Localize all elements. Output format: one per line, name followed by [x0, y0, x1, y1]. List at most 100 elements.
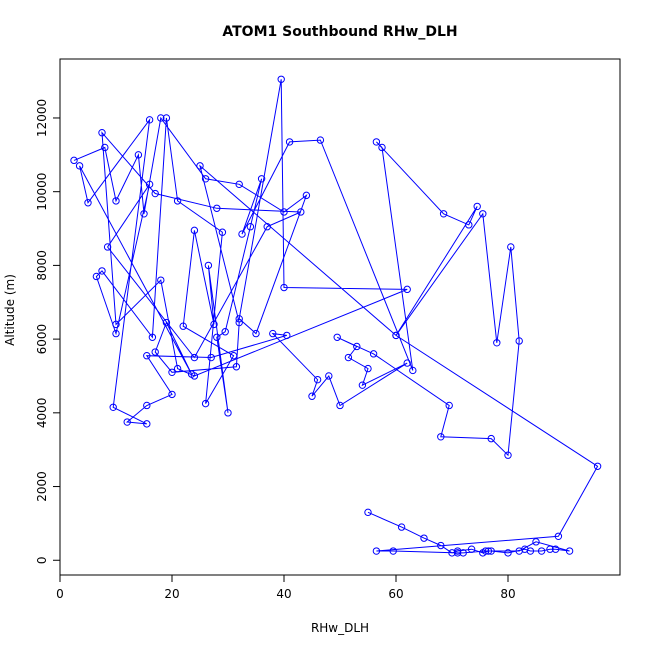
x-tick-label: 0: [56, 587, 64, 601]
data-point: [325, 372, 333, 380]
data-point: [145, 116, 154, 124]
data-point: [109, 403, 117, 411]
data-point: [333, 333, 341, 341]
data-point: [140, 210, 148, 218]
data-point: [372, 138, 381, 146]
y-axis: 0 2000 4000 6000 8000 10000 12000: [35, 99, 61, 564]
data-point: [134, 151, 143, 159]
data-point: [123, 418, 131, 426]
data-point: [280, 208, 288, 216]
data-point: [551, 545, 560, 553]
data-point: [473, 202, 481, 211]
data-point: [537, 547, 546, 555]
data-point: [515, 547, 523, 555]
y-tick-label: 4000: [35, 398, 49, 429]
data-point: [168, 390, 176, 399]
data-point: [173, 364, 182, 373]
data-point: [439, 210, 448, 218]
data-point: [397, 523, 406, 531]
data-point: [98, 267, 106, 275]
data-point: [232, 363, 241, 371]
data-point: [98, 129, 106, 137]
data-point: [353, 342, 361, 351]
x-tick-label: 40: [276, 587, 291, 601]
data-point: [437, 433, 445, 441]
data-point: [378, 143, 386, 152]
data-point: [252, 329, 260, 338]
data-point: [201, 399, 210, 408]
data-point: [493, 339, 501, 347]
data-point: [507, 243, 515, 251]
data-point: [269, 329, 277, 338]
data-point: [173, 197, 182, 205]
series-points: [70, 75, 602, 557]
data-point: [532, 538, 540, 546]
data-point: [238, 230, 246, 238]
data-point: [316, 136, 325, 144]
data-point: [204, 261, 213, 270]
data-point: [112, 320, 120, 329]
data-point: [285, 138, 294, 146]
y-tick-label: 0: [35, 556, 49, 564]
data-point: [504, 451, 512, 459]
data-point: [75, 162, 84, 170]
data-point: [246, 223, 255, 231]
data-point: [515, 337, 523, 345]
data-point: [229, 352, 238, 360]
data-point: [210, 320, 218, 329]
data-point: [467, 545, 476, 553]
data-point: [554, 532, 563, 540]
data-point: [277, 75, 285, 83]
data-point: [403, 285, 411, 294]
data-point: [372, 547, 381, 555]
data-point: [162, 114, 171, 122]
data-point: [445, 401, 453, 410]
data-point: [313, 375, 322, 384]
data-point: [190, 353, 199, 362]
data-point: [344, 353, 353, 362]
data-point: [257, 175, 266, 183]
data-point: [207, 353, 215, 362]
data-point: [221, 328, 229, 336]
y-tick-label: 10000: [35, 173, 49, 211]
y-tick-label: 12000: [35, 99, 49, 137]
data-point: [487, 434, 495, 443]
y-tick-label: 8000: [35, 250, 49, 281]
x-axis-label: RHw_DLH: [311, 621, 369, 635]
data-point: [179, 322, 187, 330]
data-point: [409, 366, 417, 375]
data-point: [162, 318, 171, 327]
data-point: [448, 549, 456, 557]
x-tick-label: 80: [500, 587, 515, 601]
data-point: [565, 547, 574, 555]
data-point: [504, 549, 512, 557]
data-point: [308, 392, 316, 400]
data-point: [235, 315, 243, 323]
data-point: [70, 156, 78, 165]
data-point: [235, 318, 243, 327]
data-point: [280, 283, 288, 292]
data-point: [389, 547, 397, 555]
data-point: [235, 180, 243, 189]
data-point: [283, 331, 291, 340]
data-point: [201, 175, 210, 183]
data-point: [369, 350, 378, 358]
x-tick-label: 60: [388, 587, 403, 601]
data-point: [143, 401, 151, 410]
data-point: [151, 189, 159, 198]
data-point: [187, 370, 196, 378]
chart-title: ATOM1 Southbound RHw_DLH: [222, 24, 457, 40]
data-point: [92, 272, 101, 281]
data-point: [84, 199, 92, 207]
y-tick-label: 6000: [35, 324, 49, 355]
x-tick-label: 20: [164, 587, 179, 601]
data-point: [420, 534, 428, 542]
data-point: [224, 409, 232, 417]
data-point: [546, 545, 554, 553]
data-point: [148, 333, 157, 341]
data-point: [112, 329, 120, 338]
data-point: [437, 541, 445, 550]
data-point: [403, 359, 411, 367]
